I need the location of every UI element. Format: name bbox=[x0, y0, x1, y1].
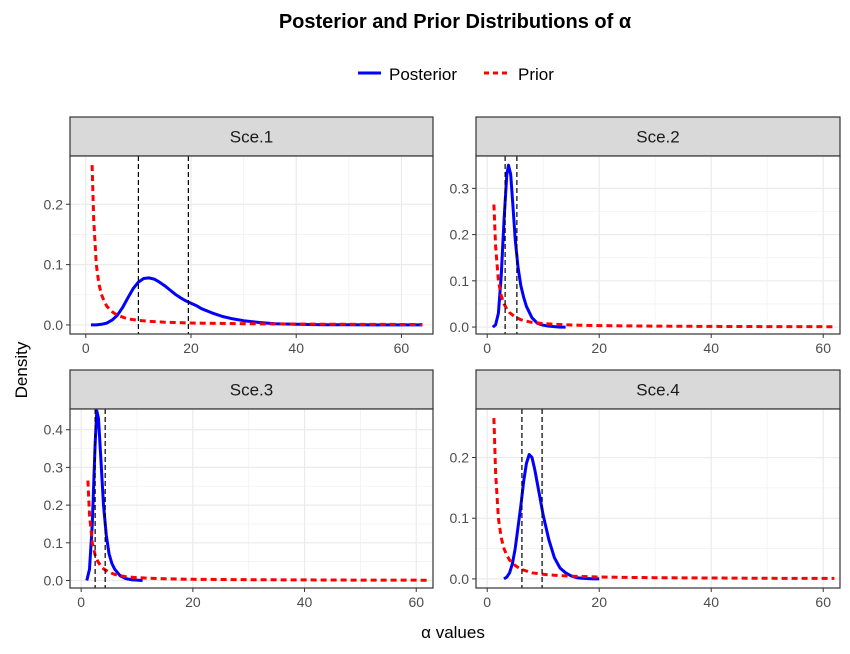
x-tick-label: 20 bbox=[185, 594, 201, 610]
facet-strip-label: Sce.3 bbox=[230, 381, 273, 400]
x-tick-label: 20 bbox=[183, 340, 199, 356]
x-tick-label: 0 bbox=[483, 594, 491, 610]
x-tick-label: 20 bbox=[591, 594, 607, 610]
panel-3: Sce.3 0 20 40 60 0.0 0.1 0.2 0.3 0.4 bbox=[44, 369, 434, 610]
y-tick-label: 0.4 bbox=[44, 422, 64, 438]
prior-line bbox=[90, 165, 423, 326]
y-tick-label: 0.1 bbox=[450, 510, 470, 526]
plot-background bbox=[476, 156, 840, 334]
facet-strip bbox=[69, 116, 434, 157]
y-tick-label: 0.0 bbox=[44, 317, 64, 333]
panel-4: Sce.4 0 20 40 60 0.0 0.1 0.2 bbox=[450, 369, 841, 610]
plot-background bbox=[70, 156, 433, 334]
x-tick-label: 40 bbox=[703, 340, 719, 356]
posterior-line bbox=[91, 276, 423, 327]
posterior-line bbox=[491, 163, 566, 329]
x-tick-label: 20 bbox=[591, 340, 607, 356]
y-axis-title: Density bbox=[12, 341, 31, 398]
legend-posterior-label: Posterior bbox=[389, 65, 457, 84]
chart-title: Posterior and Prior Distributions of α bbox=[279, 11, 632, 33]
x-tick-label: 0 bbox=[483, 340, 491, 356]
y-tick-label: 0.0 bbox=[450, 571, 470, 587]
y-tick-label: 0.0 bbox=[44, 572, 64, 588]
legend: Posterior Prior bbox=[358, 65, 554, 84]
panel-2: Sce.2 0 20 40 60 0.0 0.1 0.2 0.3 bbox=[450, 116, 841, 356]
panel-border bbox=[69, 155, 434, 335]
facet-strip-label: Sce.1 bbox=[230, 128, 273, 147]
x-tick-label: 60 bbox=[815, 594, 831, 610]
x-tick-label: 40 bbox=[288, 340, 304, 356]
x-tick-label: 40 bbox=[297, 594, 313, 610]
legend-prior-label: Prior bbox=[518, 65, 554, 84]
facet-panels: Sce.1 0 20 40 60 0.0 0.1 0.2 Sce.2 0 20 40 60 0.0 0.1 0… bbox=[44, 116, 841, 610]
facet-strip-label: Sce.4 bbox=[636, 381, 679, 400]
y-tick-label: 0.1 bbox=[44, 535, 64, 551]
panel-border bbox=[69, 408, 434, 589]
facet-strip bbox=[475, 116, 841, 157]
y-tick-label: 0.2 bbox=[450, 227, 470, 243]
panel-1: Sce.1 0 20 40 60 0.0 0.1 0.2 bbox=[44, 116, 434, 356]
panel-border bbox=[475, 155, 841, 335]
posterior-line bbox=[85, 409, 143, 582]
plot-background bbox=[70, 409, 433, 588]
y-tick-label: 0.3 bbox=[44, 459, 64, 475]
y-tick-label: 0.0 bbox=[450, 319, 470, 335]
x-tick-label: 0 bbox=[82, 340, 90, 356]
x-tick-label: 60 bbox=[815, 340, 831, 356]
facet-strip-label: Sce.2 bbox=[636, 128, 679, 147]
y-tick-label: 0.2 bbox=[450, 450, 470, 466]
y-tick-label: 0.2 bbox=[44, 497, 64, 513]
panel-border bbox=[475, 408, 841, 589]
plot-background bbox=[476, 409, 840, 588]
x-axis-title: α values bbox=[421, 623, 485, 642]
x-tick-label: 40 bbox=[703, 594, 719, 610]
y-tick-label: 0.1 bbox=[44, 257, 64, 273]
facet-strip bbox=[475, 369, 841, 410]
x-tick-label: 0 bbox=[77, 594, 85, 610]
y-tick-label: 0.3 bbox=[450, 180, 470, 196]
y-tick-label: 0.2 bbox=[44, 196, 64, 212]
prior-line bbox=[492, 418, 835, 580]
y-tick-label: 0.1 bbox=[450, 273, 470, 289]
x-tick-label: 60 bbox=[394, 340, 410, 356]
prior-line bbox=[492, 204, 835, 329]
x-tick-label: 60 bbox=[408, 594, 424, 610]
